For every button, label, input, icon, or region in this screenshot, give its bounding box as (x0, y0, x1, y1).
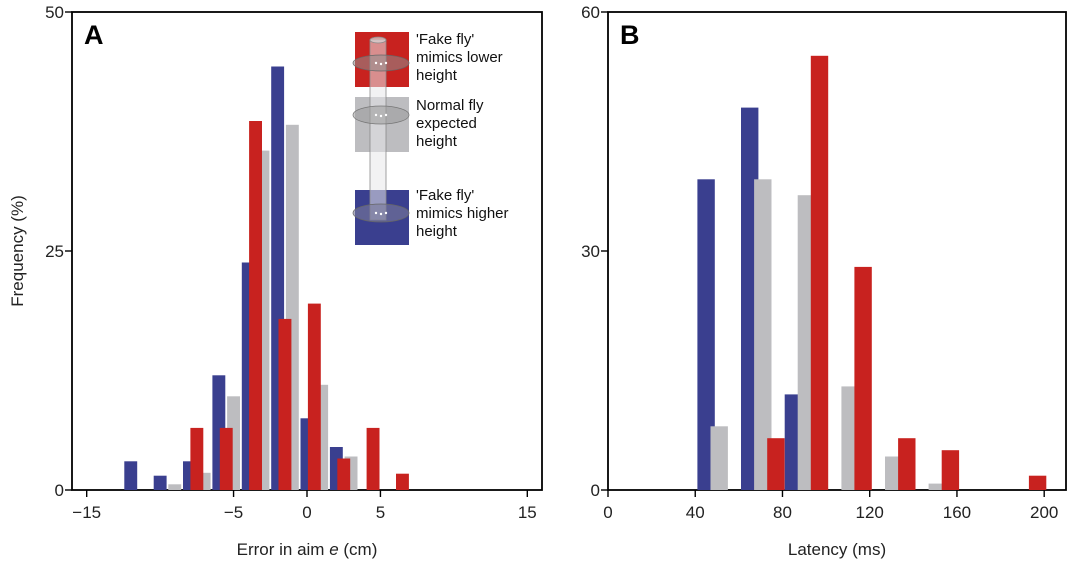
y-tick-label: 0 (591, 481, 600, 500)
xlabel-var: e (329, 540, 338, 559)
panel-b-ticks: 0 40 80 120 160 200 0 30 60 (581, 3, 1058, 522)
bar-normal (754, 179, 772, 491)
bar-normal (168, 484, 182, 490)
panel-b-bars (697, 55, 1047, 491)
hole-icon (374, 113, 378, 117)
hole-icon (379, 212, 383, 216)
x-tick-label: 5 (376, 503, 385, 522)
x-tick-label: −15 (72, 503, 101, 522)
x-tick-label: 160 (943, 503, 971, 522)
legend-lower-line1: 'Fake fly' (416, 31, 474, 48)
bar-lower (810, 55, 829, 491)
xlabel-suffix: (cm) (339, 540, 378, 559)
hole-icon (384, 113, 388, 117)
panel-a-ylabel: Frequency (%) (8, 195, 27, 306)
x-tick-label: 200 (1030, 503, 1058, 522)
hole-icon (374, 61, 378, 65)
post-top-icon (369, 36, 387, 44)
y-tick-label: 0 (55, 481, 64, 500)
panel-b-xlabel: Latency (ms) (788, 540, 886, 559)
hole-icon (384, 211, 388, 215)
legend-normal-line1: Normal fly (416, 97, 484, 114)
panel-b: 0 40 80 120 160 200 0 30 60 B Latency (ms) (581, 3, 1067, 559)
panel-b-frame (607, 11, 1067, 491)
bar-lower (190, 427, 204, 490)
bar-lower (396, 473, 409, 490)
bar-lower (337, 458, 351, 490)
x-tick-label: 15 (518, 503, 537, 522)
legend: 'Fake fly' mimics lower height Normal fl… (352, 31, 509, 245)
bar-higher (124, 461, 138, 490)
panel-a-ticks: −15 −5 0 5 15 0 25 50 (45, 3, 537, 522)
x-tick-label: 0 (603, 503, 612, 522)
bar-lower (249, 121, 262, 490)
bar-higher (741, 107, 759, 490)
legend-higher-line2: mimics higher (416, 205, 509, 222)
bar-lower (278, 318, 292, 490)
legend-lower-line2: mimics lower (416, 49, 503, 66)
legend-lower-line3: height (416, 67, 458, 84)
hole-icon (379, 62, 383, 66)
legend-higher-line1: 'Fake fly' (416, 187, 474, 204)
panel-b-letter: B (620, 20, 640, 50)
bar-lower (941, 450, 960, 490)
legend-normal-line3: height (416, 133, 458, 150)
legend-normal-line2: expected (416, 115, 477, 132)
xlabel-prefix: Error in aim (237, 540, 330, 559)
bar-lower (366, 427, 380, 490)
x-tick-label: 0 (302, 503, 311, 522)
bar-lower (854, 266, 872, 490)
y-tick-label: 30 (581, 242, 600, 261)
hole-icon (379, 114, 383, 118)
panel-a: −15 −5 0 5 15 0 25 50 A Error in aim e (cm) Fre… (8, 3, 543, 559)
legend-higher-line3: height (416, 223, 458, 240)
bar-normal (885, 456, 903, 490)
bar-lower (767, 438, 785, 490)
x-tick-label: −5 (224, 503, 243, 522)
y-tick-label: 60 (581, 3, 600, 22)
bar-higher (697, 179, 715, 491)
y-tick-label: 50 (45, 3, 64, 22)
hole-icon (384, 61, 388, 65)
bar-lower (219, 427, 233, 490)
bar-lower (898, 438, 916, 490)
bar-higher (153, 475, 167, 490)
y-tick-label: 25 (45, 242, 64, 261)
bar-normal (710, 426, 728, 490)
bar-lower (1028, 475, 1047, 490)
bar-normal (797, 195, 816, 490)
bar-normal (928, 483, 946, 490)
panel-a-bars (124, 66, 409, 491)
hole-icon (374, 211, 378, 215)
panel-a-letter: A (84, 20, 104, 50)
x-tick-label: 80 (773, 503, 792, 522)
bar-lower (307, 303, 321, 490)
x-tick-label: 40 (686, 503, 705, 522)
x-tick-label: 120 (856, 503, 884, 522)
panel-a-xlabel: Error in aim e (cm) (237, 540, 378, 559)
